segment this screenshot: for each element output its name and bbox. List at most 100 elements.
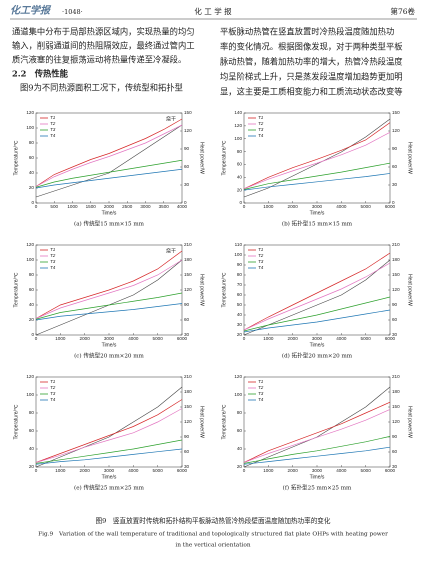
y-tick-label: 110 [235, 242, 243, 247]
legend-label: T1 [50, 247, 56, 252]
y-tick-label: 40 [237, 446, 243, 451]
caption-en: in the vertical orientation [175, 543, 251, 549]
y2-tick-label: 30 [392, 464, 398, 469]
x-tick-label: 6000 [177, 336, 188, 341]
x-axis-label: Time/s [102, 474, 117, 480]
x-tick-label: 0 [243, 204, 246, 209]
legend-label: T2 [50, 121, 56, 126]
y2-tick-label: 60 [392, 164, 398, 169]
y2-tick-label: 180 [392, 257, 400, 262]
y-tick-label: 0 [31, 200, 34, 205]
chart-panel: 0 1000 2000 3000 4000 5000 6000020406080100120… [221, 110, 412, 227]
y-tick-label: 60 [237, 428, 243, 433]
x-tick-label: 4000 [336, 336, 347, 341]
y2-tick-label: 60 [392, 449, 398, 454]
y-tick-label: 80 [237, 410, 243, 415]
subcaption: (b) 拓扑型15 mm×15 mm [282, 220, 353, 228]
y2-axis-label: Heat power/W [199, 142, 205, 174]
body-line: 质汽液塞的往复振荡运动将热量传递至冷凝段。 [12, 55, 186, 65]
y2-tick-label: 150 [184, 272, 192, 277]
x-axis-label: Time/s [310, 474, 325, 480]
legend-label: T3 [50, 391, 56, 396]
y-axis-label: Temperature/℃ [221, 404, 227, 439]
data-line [243, 173, 391, 191]
y2-axis-label: Heat power/W [407, 142, 413, 174]
y-tick-label: 30 [237, 322, 243, 327]
x-tick-label: 6000 [177, 468, 188, 473]
legend-label: T2 [258, 385, 264, 390]
y-tick-label: 70 [237, 282, 243, 287]
legend-label: T3 [258, 127, 264, 132]
data-line [243, 401, 391, 463]
x-tick-label: 3000 [140, 204, 151, 209]
body-line: 输入，削弱通道间的热阻隔效应，最终通过管内工 [12, 41, 195, 51]
y-axis-label: Temperature/℃ [13, 140, 19, 175]
y2-tick-label: 120 [184, 419, 192, 424]
y2-tick-label: 150 [392, 110, 400, 115]
data-line [35, 124, 183, 198]
chart-panel: 0 1000 2000 3000 4000 5000 6000 20 30 40 50 60 70 80 9… [221, 242, 412, 359]
y-tick-label: 60 [237, 292, 243, 297]
y2-tick-label: 210 [184, 374, 192, 379]
y2-tick-label: 30 [184, 182, 190, 187]
legend-label: T3 [258, 391, 264, 396]
y2-tick-label: 30 [392, 182, 398, 187]
legend-label: T1 [50, 379, 56, 384]
data-line [35, 118, 183, 187]
data-line [243, 309, 391, 333]
y2-tick-label: 210 [184, 242, 192, 247]
data-line [35, 259, 183, 336]
y-tick-label: 40 [237, 312, 243, 317]
x-tick-label: 1000 [55, 336, 66, 341]
data-line [243, 409, 391, 463]
section-heading: 2.2 传热性能 [12, 69, 69, 79]
y2-tick-label: 60 [392, 317, 398, 322]
data-line [35, 448, 183, 465]
legend-label: T2 [258, 253, 264, 258]
y2-tick-label: 150 [184, 404, 192, 409]
y-tick-label: 100 [234, 252, 242, 257]
y-tick-label: 100 [26, 257, 34, 262]
y2-tick-label: 120 [392, 419, 400, 424]
x-tick-label: 1000 [263, 336, 274, 341]
chart-panel: 0 1000 2000 3000 4000 5000 6000 20 40 60 80 100 120 3… [13, 374, 204, 491]
legend-label: T1 [258, 247, 264, 252]
y-tick-label: 90 [237, 262, 243, 267]
data-line [243, 262, 391, 331]
data-line [35, 399, 183, 463]
x-tick-label: 1000 [67, 204, 78, 209]
data-line [35, 250, 183, 319]
x-tick-label: 2000 [104, 204, 115, 209]
y-tick-label: 100 [26, 125, 34, 130]
body-line: 图9为不同热源面积工况下，传统型和拓扑型 [20, 83, 183, 93]
chart-panel: 0 500 1000 1500 2000 2500 3000 3500 400002040608… [13, 110, 204, 227]
legend-label: T3 [258, 259, 264, 264]
x-tick-label: 4000 [128, 468, 139, 473]
y2-tick-label: 150 [392, 404, 400, 409]
y2-tick-label: 150 [184, 110, 192, 115]
data-line [243, 131, 391, 190]
x-tick-label: 2000 [288, 204, 299, 209]
annotation: 烧干 [166, 115, 176, 122]
data-line [243, 252, 391, 331]
y-tick-label: 80 [29, 272, 35, 277]
chart-panel: 0 1000 2000 3000 4000 5000 6000020406080100120… [13, 242, 204, 359]
legend-label: T4 [50, 133, 56, 138]
data-line [243, 296, 391, 332]
y-tick-label: 20 [29, 317, 35, 322]
legend-label: T4 [258, 397, 264, 402]
y-tick-label: 50 [237, 302, 243, 307]
journal-name: 化 工 学 报 [194, 6, 232, 16]
y-tick-label: 20 [237, 332, 243, 337]
y-tick-label: 0 [239, 200, 242, 205]
y-tick-label: 80 [29, 140, 35, 145]
y-axis-label: Temperature/℃ [221, 272, 227, 307]
subcaption: (f) 拓扑型25 mm×25 mm [283, 484, 352, 492]
page-number: ·1048· [62, 8, 83, 16]
volume: 第76卷 [390, 6, 415, 16]
x-tick-label: 2000 [80, 336, 91, 341]
y-axis-label: Temperature/℃ [13, 272, 19, 307]
y-tick-label: 40 [29, 446, 35, 451]
x-tick-label: 3500 [159, 204, 170, 209]
